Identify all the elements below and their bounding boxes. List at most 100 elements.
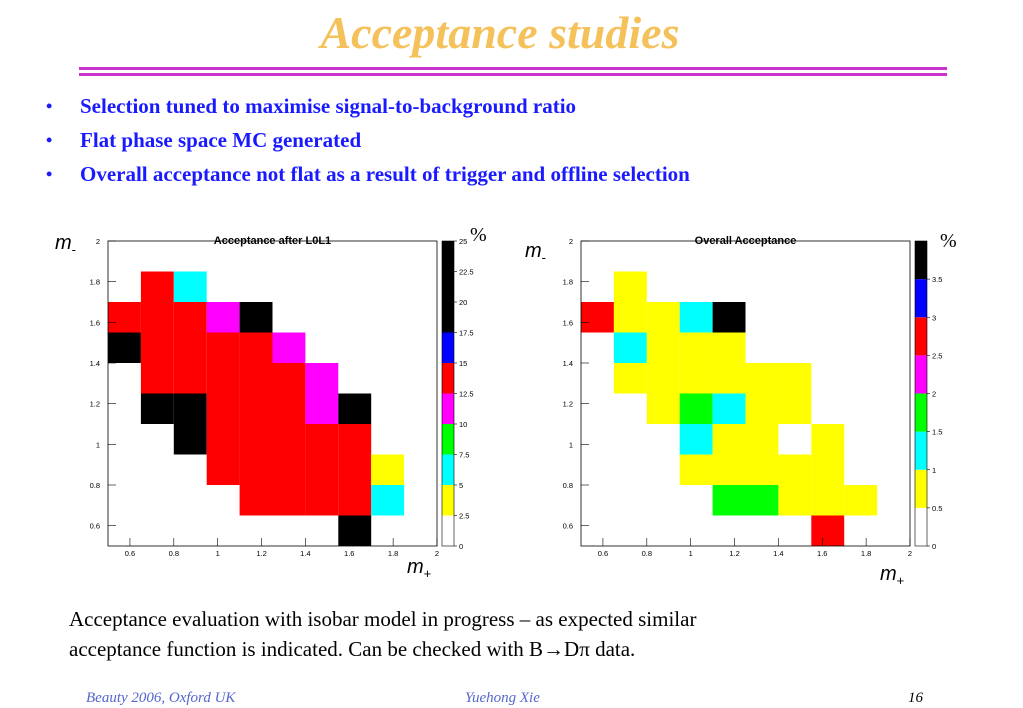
heatmap-cell — [646, 332, 680, 363]
heatmap-cell — [239, 363, 273, 394]
heatmap-cell — [679, 454, 713, 485]
heatmap-cell — [811, 454, 845, 485]
heatmap-cell — [712, 485, 746, 516]
heatmap-cell — [108, 302, 141, 333]
colorbar-tick-label: 2.5 — [459, 512, 469, 521]
x-tick-label: 1.6 — [817, 549, 827, 558]
colorbar-tick-label: 12.5 — [459, 390, 474, 399]
x-tick-label: 0.6 — [125, 549, 135, 558]
heatmap-cell — [646, 393, 680, 424]
x-tick-label: 0.8 — [642, 549, 652, 558]
colorbar-tick-label: 15 — [459, 359, 467, 368]
heatmap-cell — [712, 302, 746, 333]
heatmap-cell — [371, 485, 405, 516]
x-tick-label: 1.8 — [388, 549, 398, 558]
footer-conference: Beauty 2006, Oxford UK — [86, 690, 236, 706]
colorbar-tick-label: 22.5 — [459, 268, 474, 277]
colorbar-tick-label: 3 — [932, 313, 936, 322]
heatmap-cell — [844, 485, 878, 516]
x-tick-label: 1.2 — [729, 549, 739, 558]
colorbar-segment — [442, 393, 454, 424]
y-tick-label: 1.4 — [563, 359, 573, 368]
heatmap-cell — [745, 485, 779, 516]
bullet-dot-icon: • — [46, 164, 53, 184]
heatmap-cell — [305, 363, 339, 394]
heatmap-cell — [239, 454, 273, 485]
heatmap-cell — [206, 424, 240, 455]
colorbar-segment — [915, 431, 927, 470]
colorbar-tick-label: 20 — [459, 298, 467, 307]
heatmap-cell — [272, 424, 306, 455]
y-tick-label: 1 — [96, 440, 100, 449]
y-axis-label-right: m- — [525, 240, 547, 265]
heatmap-cell — [745, 424, 779, 455]
heatmap-cell — [613, 332, 647, 363]
y-tick-label: 0.8 — [563, 481, 573, 490]
y-tick-label: 1.6 — [563, 318, 573, 327]
bullet-dot-icon: • — [46, 130, 53, 150]
heatmap-cell — [173, 302, 207, 333]
x-tick-label: 0.8 — [169, 549, 179, 558]
colorbar-tick-label: 0.5 — [932, 504, 942, 513]
y-tick-label: 1.2 — [90, 400, 100, 409]
bullet-item: • Selection tuned to maximise signal-to-b… — [46, 92, 690, 126]
footer-page-number: 16 — [908, 690, 923, 706]
colorbar-tick-label: 10 — [459, 420, 467, 429]
heatmap-cell — [745, 454, 779, 485]
heatmap-cell — [173, 363, 207, 394]
heatmap-cell — [173, 424, 207, 455]
bullet-list: • Selection tuned to maximise signal-to-b… — [46, 92, 690, 194]
heatmap-cell — [206, 302, 240, 333]
colorbar-segment — [442, 241, 454, 302]
heatmap-cell — [338, 393, 372, 424]
x-tick-label: 2 — [908, 549, 912, 558]
slide-title: Acceptance studies — [320, 7, 680, 58]
x-tick-label: 1 — [216, 549, 220, 558]
y-tick-label: 0.6 — [563, 522, 573, 531]
heatmap-cell — [140, 271, 174, 302]
x-tick-label: 2 — [435, 549, 439, 558]
x-tick-label: 1.6 — [344, 549, 354, 558]
colorbar-tick-label: 2.5 — [932, 351, 942, 360]
x-tick-label: 1.2 — [256, 549, 266, 558]
colorbar-segment — [442, 515, 454, 546]
x-tick-label: 1.4 — [773, 549, 783, 558]
heatmap-cell — [646, 363, 680, 394]
y-tick-label: 1.8 — [90, 278, 100, 287]
colorbar-segment — [442, 485, 454, 516]
y-axis-label-left: m- — [55, 232, 77, 257]
heatmap-cell — [206, 454, 240, 485]
colorbar-segment — [915, 507, 927, 546]
bullet-item: • Flat phase space MC generated — [46, 126, 690, 160]
heatmap-cell — [206, 363, 240, 394]
y-tick-label: 2 — [96, 237, 100, 246]
plot-frame — [580, 240, 911, 547]
bullet-item: • Overall acceptance not flat as a result… — [46, 160, 690, 194]
heatmap-cell — [712, 454, 746, 485]
colorbar-segment — [915, 469, 927, 508]
heatmap-cell — [272, 454, 306, 485]
heatmap-cell — [679, 424, 713, 455]
heatmap-cell — [272, 363, 306, 394]
heatmap-cell — [305, 424, 339, 455]
colorbar-tick-label: 1 — [932, 466, 936, 475]
heatmap-cell — [679, 332, 713, 363]
heatmap-cell — [778, 393, 812, 424]
heatmap-cell — [239, 485, 273, 516]
heatmap-cell — [745, 363, 779, 394]
x-tick-label: 0.6 — [598, 549, 608, 558]
heatmap-cell — [646, 302, 680, 333]
heatmap-cell — [338, 485, 372, 516]
heatmap-cell — [140, 363, 174, 394]
colorbar-segment — [915, 317, 927, 356]
colorbar-tick-label: 1.5 — [932, 428, 942, 437]
heatmap-cell — [239, 393, 273, 424]
colorbar-segment — [915, 279, 927, 318]
caption-line: Acceptance evaluation with isobar model … — [69, 607, 697, 631]
heatmap-cell — [811, 485, 845, 516]
colorbar-tick-label: 25 — [459, 237, 467, 246]
heatmap-cell — [272, 332, 306, 363]
heatmap-cell — [581, 302, 614, 333]
plot-frame — [107, 240, 438, 547]
